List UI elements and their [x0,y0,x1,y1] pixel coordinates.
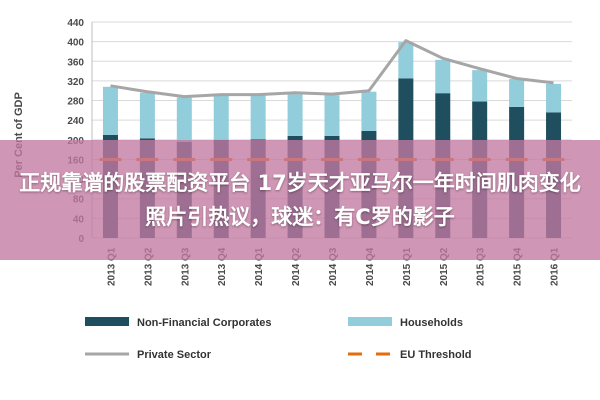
x-tick-label: 2014 Q4 [365,247,376,286]
legend-swatch [348,317,392,326]
x-tick-label: 2013 Q2 [143,247,154,286]
bar-households [546,83,562,113]
bar-households [361,91,377,131]
x-tick-label: 2014 Q3 [328,247,339,286]
legend-label: Private Sector [137,349,212,361]
x-tick-label: 2015 Q2 [439,247,450,286]
x-tick-label: 2014 Q1 [254,247,265,286]
y-tick-label: 320 [67,77,84,88]
bar-households [213,95,229,140]
bar-households [176,97,192,142]
bar-households [250,95,266,140]
legend: Non-Financial Corporates Households Privat… [85,317,472,361]
bar-households [435,59,451,94]
y-tick-label: 400 [67,38,84,49]
bar-households [509,78,525,107]
bar-households [139,92,155,139]
x-tick-label: 2013 Q3 [180,247,191,286]
x-tick-label: 2016 Q1 [550,247,561,286]
x-axis-ticks: 2013 Q1 2013 Q2 2013 Q3 2013 Q4 2014 Q1 2014 … [106,247,560,286]
x-tick-label: 2015 Q4 [513,247,524,286]
legend-label: EU Threshold [400,349,472,361]
bar-households [472,70,488,102]
x-tick-label: 2013 Q1 [106,247,117,286]
legend-label: Non-Financial Corporates [137,317,271,329]
bar-households [287,94,303,136]
y-tick-label: 280 [67,97,84,108]
bar-households [324,95,340,136]
headline-banner: 正规靠谱的股票配资平台 17岁天才亚马尔一年时间肌肉变化照片引热议，球迷：有C罗… [0,140,600,260]
y-tick-label: 440 [67,18,84,29]
line-private-sector [110,39,554,99]
bar-households [398,42,414,79]
y-tick-label: 240 [67,116,84,127]
bar-households [102,86,118,135]
headline-text: 正规靠谱的股票配资平台 17岁天才亚马尔一年时间肌肉变化照片引热议，球迷：有C罗… [19,171,581,229]
x-tick-label: 2015 Q1 [402,247,413,286]
y-tick-label: 360 [67,57,84,68]
x-tick-label: 2014 Q2 [291,247,302,286]
legend-label: Households [400,317,463,329]
x-tick-label: 2013 Q4 [217,247,228,286]
x-tick-label: 2015 Q3 [476,247,487,286]
legend-swatch [85,317,129,326]
